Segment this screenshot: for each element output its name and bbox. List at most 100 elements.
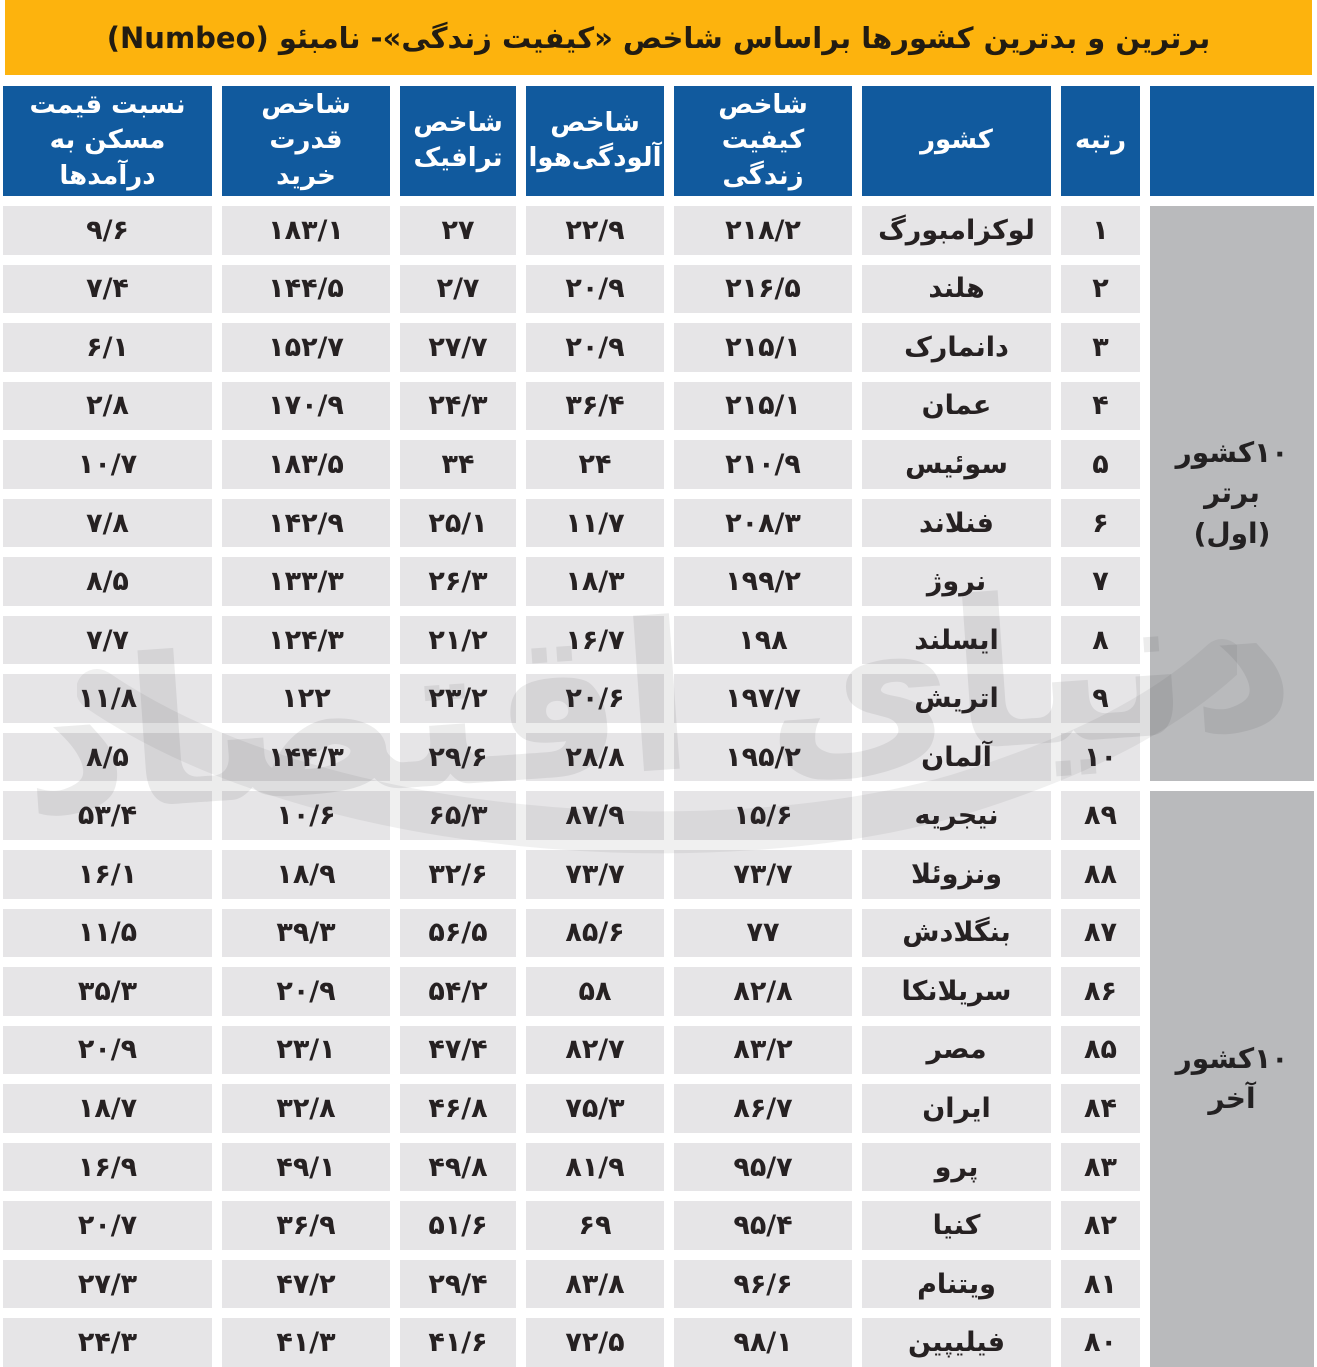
cell-country: لوکزامبورگ (862, 206, 1051, 255)
group-label-secondary: (اول) (1193, 517, 1271, 551)
cell-country: آلمان (862, 732, 1051, 782)
group-label-text: ۱۰کشور آخر (1175, 1041, 1289, 1116)
group-label-text: ۱۰کشور برتر (1175, 435, 1289, 510)
cell-quality_of_life_index: ۹۵/۷ (674, 1142, 852, 1192)
header-label: شاخص قدرت (261, 90, 351, 156)
cell-rank: ۸۰ (1061, 1318, 1140, 1367)
cell-house_price_to_income: ۹/۶ (3, 206, 212, 255)
cell-air_pollution_index: ۲۰/۹ (526, 323, 664, 372)
header-cell-country: کشور (862, 86, 1051, 196)
cell-air_pollution_index: ۸۱/۹ (526, 1142, 664, 1192)
cell-house_price_to_income: ۸/۵ (3, 557, 212, 606)
cell-air_pollution_index: ۷۳/۷ (526, 850, 664, 899)
cell-country: دانمارک (862, 323, 1051, 372)
header-cell-group (1150, 86, 1314, 196)
cell-quality_of_life_index: ۷۳/۷ (674, 850, 852, 899)
cell-traffic_index: ۲۳/۲ (400, 674, 516, 723)
header-label: خرید (276, 160, 336, 191)
cell-country: سریلانکا (862, 967, 1051, 1016)
cell-house_price_to_income: ۳۵/۳ (3, 967, 212, 1016)
cell-house_price_to_income: ۲۷/۳ (3, 1259, 212, 1309)
cell-traffic_index: ۲۱/۲ (400, 615, 516, 665)
cell-air_pollution_index: ۲۲/۹ (526, 206, 664, 255)
cell-rank: ۸۷ (1061, 908, 1140, 958)
header-label: آلودگی‌هوا (528, 143, 662, 173)
cell-air_pollution_index: ۷۵/۳ (526, 1084, 664, 1133)
cell-country: کنیا (862, 1201, 1051, 1250)
cell-purchasing_power_index: ۱۳۳/۳ (222, 557, 390, 606)
cell-country: ایسلند (862, 615, 1051, 665)
cell-traffic_index: ۵۶/۵ (400, 908, 516, 958)
cell-traffic_index: ۴۱/۶ (400, 1318, 516, 1367)
cell-purchasing_power_index: ۳۲/۸ (222, 1084, 390, 1133)
cell-house_price_to_income: ۵۳/۴ (3, 791, 212, 841)
cell-traffic_index: ۵۴/۲ (400, 967, 516, 1016)
cell-country: هلند (862, 264, 1051, 314)
cell-traffic_index: ۲۷/۷ (400, 323, 516, 372)
cell-house_price_to_income: ۲/۸ (3, 381, 212, 431)
cell-air_pollution_index: ۲۰/۶ (526, 674, 664, 723)
header-label: کشور (920, 125, 993, 156)
cell-traffic_index: ۲۴/۳ (400, 381, 516, 431)
cell-rank: ۲ (1061, 264, 1140, 314)
cell-quality_of_life_index: ۲۱۸/۲ (674, 206, 852, 255)
cell-purchasing_power_index: ۱۸۳/۵ (222, 440, 390, 489)
cell-traffic_index: ۲/۷ (400, 264, 516, 314)
header-cell-quality-of-life-index: شاخص کیفیت زندگی (674, 86, 852, 196)
cell-house_price_to_income: ۲۰/۷ (3, 1201, 212, 1250)
cell-traffic_index: ۲۷ (400, 206, 516, 255)
cell-rank: ۸۱ (1061, 1259, 1140, 1309)
cell-purchasing_power_index: ۱۴۲/۹ (222, 498, 390, 548)
cell-rank: ۸۴ (1061, 1084, 1140, 1133)
header-label: شاخص (550, 107, 640, 138)
cell-country: ونزوئلا (862, 850, 1051, 899)
header-cell-purchasing-power-index: شاخص قدرت خرید (222, 86, 390, 196)
cell-air_pollution_index: ۲۴ (526, 440, 664, 489)
cell-traffic_index: ۲۶/۳ (400, 557, 516, 606)
cell-purchasing_power_index: ۱۲۴/۳ (222, 615, 390, 665)
cell-house_price_to_income: ۶/۱ (3, 323, 212, 372)
cell-country: ویتنام (862, 1259, 1051, 1309)
cell-rank: ۴ (1061, 381, 1140, 431)
header-cell-traffic-index: شاخص ترافیک (400, 86, 516, 196)
cell-quality_of_life_index: ۹۶/۶ (674, 1259, 852, 1309)
header-label: رتبه (1074, 125, 1127, 156)
cell-purchasing_power_index: ۱۴۴/۳ (222, 732, 390, 782)
cell-traffic_index: ۲۹/۶ (400, 732, 516, 782)
cell-rank: ۱۰ (1061, 732, 1140, 782)
cell-quality_of_life_index: ۲۱۵/۱ (674, 323, 852, 372)
cell-country: پرو (862, 1142, 1051, 1192)
cell-house_price_to_income: ۷/۸ (3, 498, 212, 548)
cell-traffic_index: ۲۹/۴ (400, 1259, 516, 1309)
cell-rank: ۱ (1061, 206, 1140, 255)
cell-house_price_to_income: ۸/۵ (3, 732, 212, 782)
header-label: شاخص (413, 107, 503, 138)
cell-quality_of_life_index: ۲۱۶/۵ (674, 264, 852, 314)
cell-quality_of_life_index: ۲۰۸/۳ (674, 498, 852, 548)
group-label-bottom-10: ۱۰کشور آخر (1150, 791, 1314, 1367)
cell-air_pollution_index: ۶۹ (526, 1201, 664, 1250)
cell-quality_of_life_index: ۸۶/۷ (674, 1084, 852, 1133)
header-cell-air-pollution-index: شاخص آلودگی‌هوا (526, 86, 664, 196)
cell-traffic_index: ۳۴ (400, 440, 516, 489)
cell-traffic_index: ۴۶/۸ (400, 1084, 516, 1133)
cell-house_price_to_income: ۱۱/۵ (3, 908, 212, 958)
cell-purchasing_power_index: ۱۵۲/۷ (222, 323, 390, 372)
cell-traffic_index: ۴۹/۸ (400, 1142, 516, 1192)
cell-purchasing_power_index: ۳۶/۹ (222, 1201, 390, 1250)
header-cell-rank: رتبه (1061, 86, 1140, 196)
cell-quality_of_life_index: ۲۱۵/۱ (674, 381, 852, 431)
cell-house_price_to_income: ۱۰/۷ (3, 440, 212, 489)
cell-rank: ۸۵ (1061, 1025, 1140, 1075)
cell-air_pollution_index: ۱۱/۷ (526, 498, 664, 548)
cell-house_price_to_income: ۱۶/۹ (3, 1142, 212, 1192)
cell-air_pollution_index: ۱۶/۷ (526, 615, 664, 665)
cell-quality_of_life_index: ۱۹۹/۲ (674, 557, 852, 606)
cell-air_pollution_index: ۷۲/۵ (526, 1318, 664, 1367)
cell-house_price_to_income: ۲۰/۹ (3, 1025, 212, 1075)
cell-quality_of_life_index: ۱۹۸ (674, 615, 852, 665)
cell-country: فیلیپین (862, 1318, 1051, 1367)
cell-house_price_to_income: ۱۶/۱ (3, 850, 212, 899)
cell-air_pollution_index: ۲۸/۸ (526, 732, 664, 782)
